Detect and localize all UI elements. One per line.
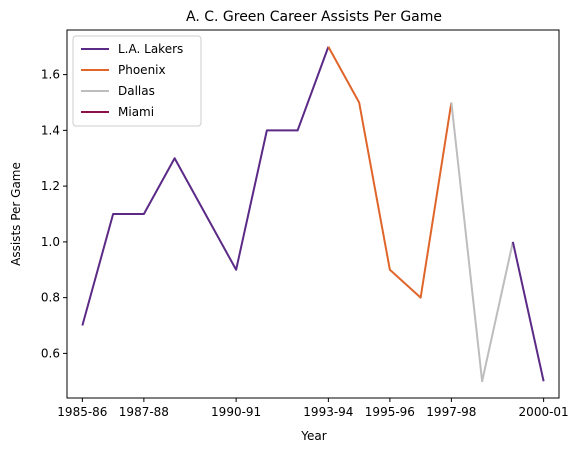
y-axis-label: Assists Per Game: [9, 162, 23, 266]
x-axis-label: Year: [300, 429, 326, 443]
series-line-4: [511, 241, 545, 382]
legend: L.A. Lakers Phoenix Dallas Miami: [72, 35, 202, 127]
x-tick-label: 1993-94: [303, 405, 353, 419]
y-tick-label: 1.2: [41, 179, 60, 193]
series-line-2: [450, 102, 514, 383]
x-tick-label: 1987-88: [119, 405, 169, 419]
series-layer: [81, 46, 545, 383]
x-tick-label: 1995-96: [365, 405, 415, 419]
legend-label: Miami: [118, 105, 154, 119]
series-line-0: [81, 46, 330, 326]
y-tick-label: 0.8: [41, 291, 60, 305]
y-axis-ticks: 0.6 0.8 1.0 1.2 1.4 1.6: [41, 68, 67, 360]
series-line-1: [327, 46, 453, 299]
y-tick-label: 1.0: [41, 235, 60, 249]
legend-box: [72, 35, 202, 127]
y-tick-label: 0.6: [41, 346, 60, 360]
chart-title: A. C. Green Career Assists Per Game: [186, 9, 442, 25]
x-tick-label: 1990-91: [211, 405, 261, 419]
x-tick-label: 1997-98: [426, 405, 476, 419]
y-tick-label: 1.6: [41, 68, 60, 82]
legend-label: L.A. Lakers: [118, 42, 183, 56]
y-tick-label: 1.4: [41, 123, 60, 137]
x-tick-label: 2000-01: [519, 405, 569, 419]
x-tick-label: 1985-86: [57, 405, 107, 419]
legend-label: Dallas: [118, 84, 155, 98]
legend-label: Phoenix: [118, 63, 166, 77]
x-axis-ticks: 1985-86 1987-88 1990-91 1993-94 1995-96 1997-…: [57, 398, 569, 419]
